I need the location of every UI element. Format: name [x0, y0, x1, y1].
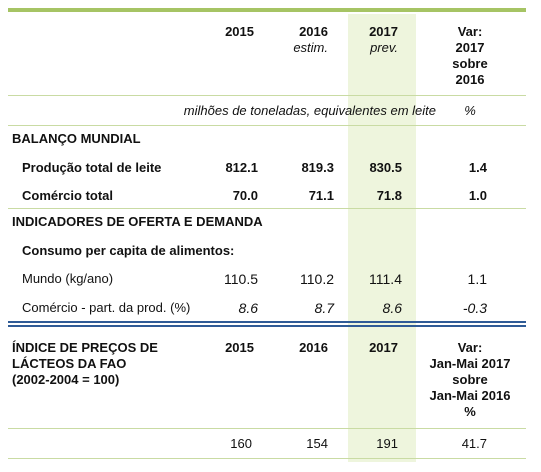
cell-comercio-part-2017: 8.6	[382, 300, 402, 316]
header-note-2017: prev.	[370, 40, 398, 55]
cell-mundo-var: 1.1	[467, 271, 487, 287]
cell-producao-var: 1.4	[468, 160, 487, 175]
units-label: milhões de toneladas, equivalentes em le…	[183, 103, 436, 118]
indice-var-line-5: %	[464, 404, 476, 419]
divider	[8, 125, 526, 126]
cell-comercio-var: 1.0	[468, 188, 487, 203]
indice-value-2016: 154	[306, 436, 328, 451]
cell-comercio-part-2016: 8.7	[314, 300, 334, 316]
header-year-2016: 2016	[299, 24, 328, 39]
double-rule	[8, 325, 526, 329]
units-percent: %	[464, 103, 476, 118]
header-year-2017: 2017	[369, 24, 398, 39]
cell-comercio-2016: 71.1	[308, 188, 334, 203]
header-var-line-2: 2017	[455, 40, 485, 55]
cell-comercio-2015: 70.0	[232, 188, 258, 203]
indice-var-line-4: Jan-Mai 2016	[429, 388, 511, 403]
cell-mundo-2016: 110.2	[300, 271, 334, 287]
cell-comercio-part-var: -0.3	[462, 300, 487, 316]
top-rule	[8, 8, 526, 12]
forecast-column-highlight	[348, 14, 416, 462]
cell-producao-2016: 819.3	[301, 160, 334, 175]
header-var-line-1: Var:	[457, 24, 483, 39]
header-note-2016: estim.	[293, 40, 328, 55]
indice-year-2015: 2015	[225, 340, 254, 355]
double-rule	[8, 321, 526, 325]
cell-mundo-2017: 111.4	[369, 271, 402, 287]
indice-year-2016: 2016	[299, 340, 328, 355]
section-title-balanco: BALANÇO MUNDIAL	[12, 131, 141, 146]
indicadores-subtitle: Consumo per capita de alimentos:	[22, 243, 235, 258]
indice-var-line-2: Jan-Mai 2017	[429, 356, 511, 371]
indice-value-var: 41.7	[461, 436, 487, 451]
cell-comercio-part-2015: 8.6	[238, 300, 258, 316]
indice-var-line-1: Var:	[457, 340, 483, 355]
row-label-mundo: Mundo (kg/ano)	[22, 271, 114, 286]
indice-value-2017: 191	[376, 436, 398, 451]
indice-value-2015: 160	[230, 436, 252, 451]
divider	[8, 95, 526, 96]
row-label-producao: Produção total de leite	[22, 160, 162, 175]
section-title-indicadores: INDICADORES DE OFERTA E DEMANDA	[12, 214, 263, 229]
row-label-comercio-part: Comércio - part. da prod. (%)	[22, 300, 191, 315]
indice-title-line-1: ÍNDICE DE PREÇOS DE	[12, 340, 158, 355]
header-var-line-3: sobre	[452, 56, 488, 71]
indice-title-line-3: (2002-2004 = 100)	[12, 372, 120, 387]
divider	[8, 208, 526, 209]
bottom-rule	[8, 458, 526, 459]
cell-producao-2017: 830.5	[369, 160, 402, 175]
row-label-comercio: Comércio total	[22, 188, 114, 203]
indice-year-2017: 2017	[369, 340, 398, 355]
cell-producao-2015: 812.1	[225, 160, 258, 175]
header-year-2015: 2015	[225, 24, 254, 39]
header-var-line-4: 2016	[455, 72, 485, 87]
cell-mundo-2015: 110.5	[224, 271, 258, 287]
indice-var-line-3: sobre	[452, 372, 488, 387]
cell-comercio-2017: 71.8	[376, 188, 402, 203]
divider	[8, 428, 526, 429]
indice-title-line-2: LÁCTEOS DA FAO	[12, 356, 127, 371]
